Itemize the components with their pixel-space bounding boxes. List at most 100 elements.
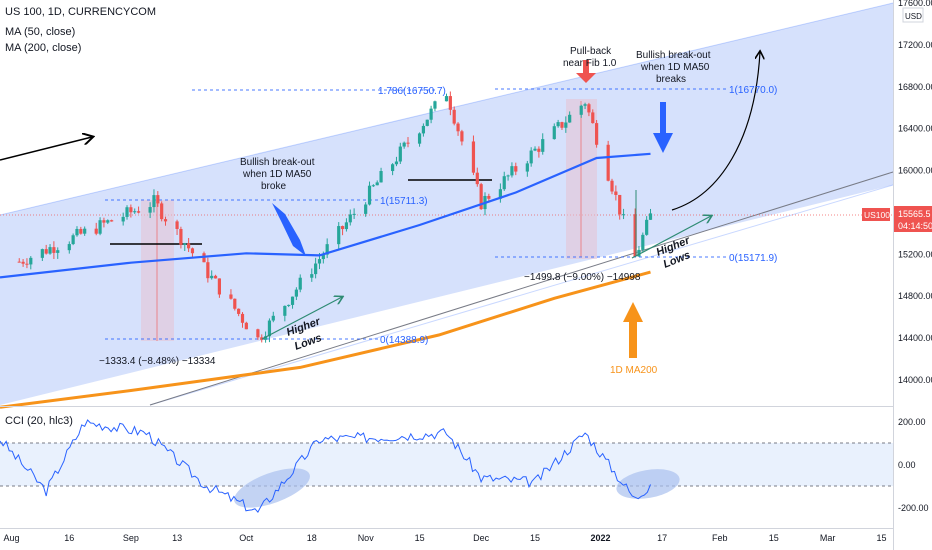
candle-body [94,228,98,234]
price-tick-label: 17200.00 [898,40,932,50]
candle-body [579,105,583,115]
candle-body [67,244,71,251]
candle-body [260,337,264,340]
currency-box[interactable] [902,7,924,23]
candle-body [344,222,349,230]
candle-body [229,294,233,299]
cci-title: CCI (20, hlc3) [5,415,73,427]
symbol-tag [862,208,890,221]
candle-body [506,175,510,177]
candle-body [529,150,533,164]
candle-body [352,213,356,215]
time-tick-label: Aug [3,533,19,543]
candle-body [433,101,437,109]
ma50-legend[interactable]: MA (50, close) [5,26,76,38]
candle-body [637,249,641,257]
time-tick-label: 16 [64,533,74,543]
candle-body [110,220,114,222]
time-tick-label: 13 [172,533,182,543]
candle-body [621,214,626,216]
time-tick-label: 15 [876,533,886,543]
candle-body [541,139,545,152]
candle-body [314,263,318,275]
candle-body [375,182,379,186]
candle-body [633,214,637,257]
price-axis[interactable] [893,0,932,550]
price-tick-label: 16400.00 [898,124,932,134]
price-tick-label: 15200.00 [898,249,932,259]
fib-label-1786: 1.786(16750.7) [378,86,446,97]
time-tick-label: 15 [769,533,779,543]
time-tick-label: Oct [239,533,254,543]
candle-body [244,322,248,330]
candle-body [210,275,214,279]
candle-body [487,195,491,199]
candle-body [133,211,137,213]
candle-body [525,163,529,172]
candle-body [298,277,302,290]
cci-ellipse-1 [234,468,310,508]
channel-top-line [0,2,894,216]
candle-body [136,211,141,213]
cci-tick-label: 200.00 [898,417,926,427]
time-tick-label: Sep [123,533,139,543]
cci-tick-label: 0.00 [898,460,916,470]
candle-body [40,249,44,258]
projection-arrow [671,52,760,211]
candle-body [645,219,649,235]
candle-body [564,122,568,128]
candle-body [44,249,48,254]
time-tick-label: 15 [415,533,425,543]
candle-body [156,195,160,204]
drop-label-2: −1499.8 (−9.00%) −14998 [524,272,641,283]
candle-body [325,244,329,255]
cci-tick-labels: 200.00 0.00 -200.00 [898,417,929,513]
candle-body [310,274,314,278]
candle-body [25,263,29,265]
trend-support-line [149,171,894,406]
candle-body [510,166,514,176]
candle-body [21,261,25,264]
candle-body [206,262,210,279]
candle-body [595,123,599,145]
pullback-line1: Pull-back [570,46,612,57]
candle-body [183,243,187,245]
ma200-legend[interactable]: MA (200, close) [5,42,82,54]
fib-lines [105,88,727,340]
time-tick-label: 18 [307,533,317,543]
higher-lows-arrow-1 [261,297,342,340]
higher-lows-arrow-2 [631,216,711,259]
candle-body [271,315,275,321]
candle-body [560,122,564,128]
candle-body [283,305,287,316]
candle-body [371,185,375,187]
trend-arrow [0,137,92,161]
candle-body [340,226,345,230]
candle-body [294,289,298,297]
candle-body [163,219,168,222]
symbol-tag-text: US100 [864,210,890,220]
bar-countdown: 04:14:50 [898,221,932,231]
candle-body [321,254,325,260]
price-tick-label: 14400.00 [898,333,932,343]
candle-body [233,298,237,309]
candle-body [367,185,372,205]
candle-body [618,194,622,215]
candle-body [429,108,433,120]
candle-body [267,320,272,337]
price-tick-label: 16800.00 [898,82,932,92]
candle-body [56,250,60,253]
candle-body [402,142,406,147]
candle-body [152,195,156,208]
candle-body [287,304,291,306]
breakout-left-line3: broke [261,181,286,192]
time-tick-label: 15 [530,533,540,543]
candle-body [256,329,260,338]
candles [17,91,653,343]
chart-title: US 100, 1D, CURRENCYCOM [5,6,156,18]
candle-body [475,172,479,185]
candle-body [379,171,383,183]
candle-body [471,141,476,173]
candle-body [29,257,33,265]
